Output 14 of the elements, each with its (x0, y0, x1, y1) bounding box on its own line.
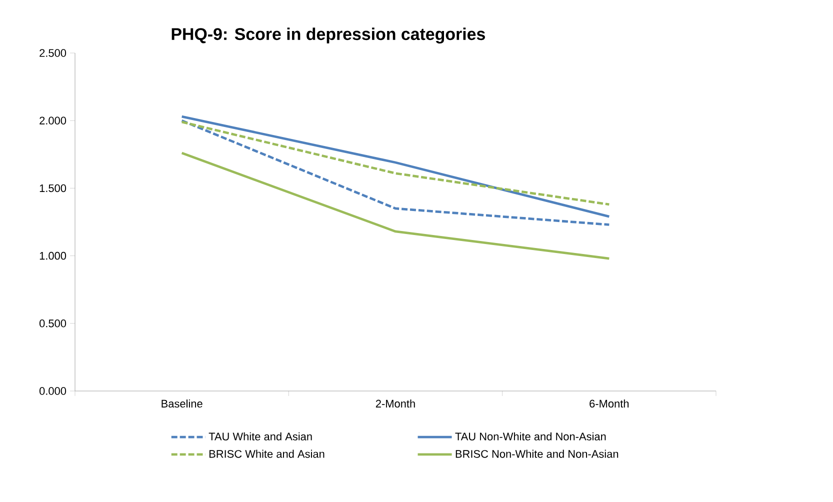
legend-label: BRISC White and Asian (209, 450, 324, 458)
x-tick-label: 2-Month (376, 400, 415, 408)
y-tick-label: 2.500 (40, 49, 66, 57)
y-tick-label: 0.000 (39, 387, 66, 395)
y-tick-label: 0.500 (39, 320, 66, 328)
y-tick-label: 2.000 (40, 116, 66, 124)
x-tick-label: 6-Month (590, 400, 629, 408)
x-tick-label: Baseline (162, 400, 202, 408)
legend-label: BRISC Non-White and Non-Asian (456, 450, 618, 458)
chart-title: PHQ-9: Score in depression categories (172, 28, 485, 44)
y-tick-label: 1.000 (40, 252, 66, 260)
legend-label: TAU White and Asian (208, 432, 312, 440)
y-tick-label: 1.500 (40, 184, 66, 192)
legend-label: TAU Non-White and Non-Asian (455, 432, 606, 440)
